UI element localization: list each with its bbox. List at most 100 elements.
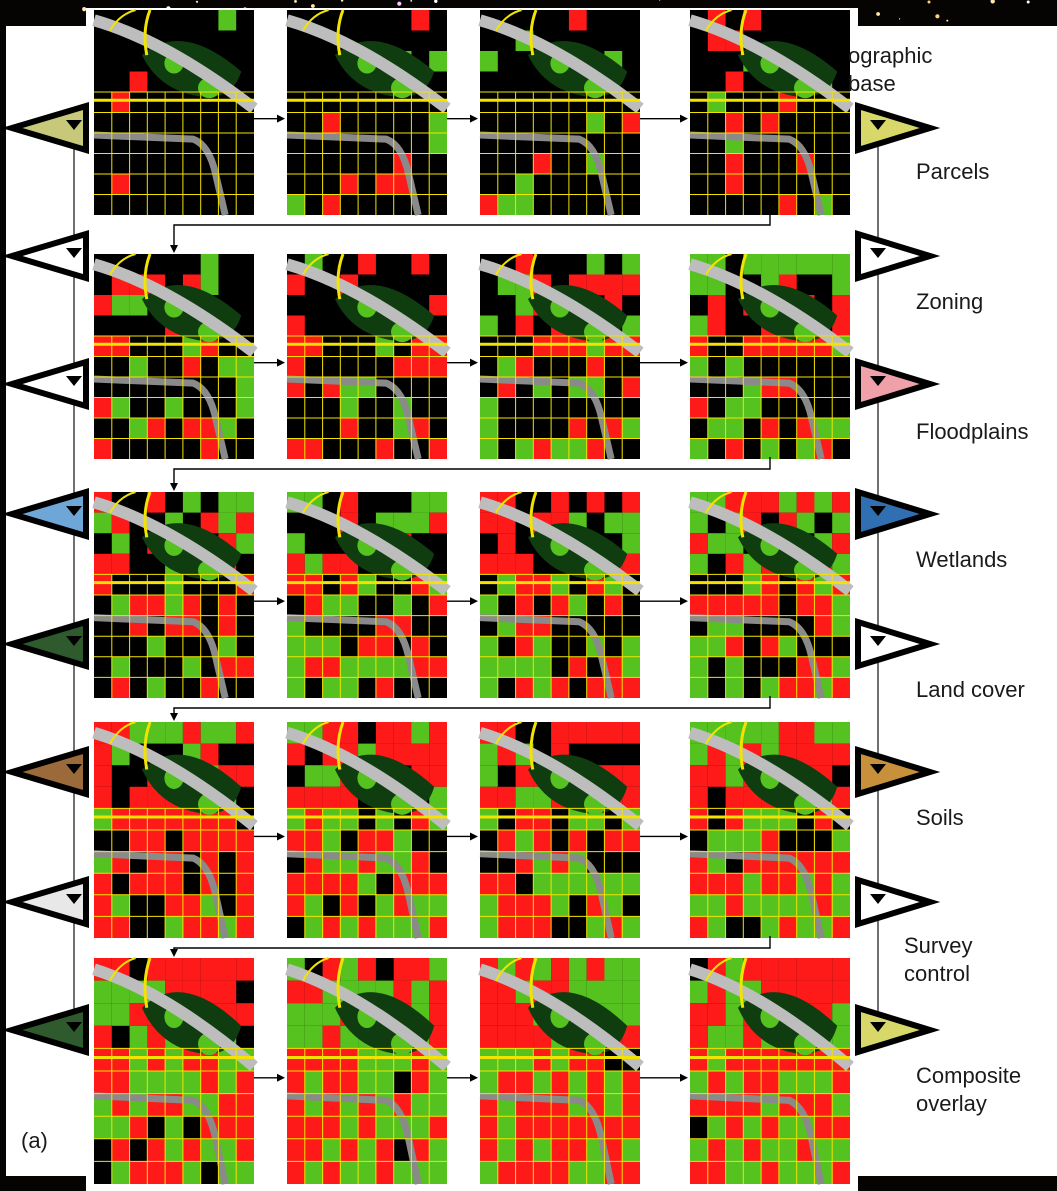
left-layer-plate (1, 617, 89, 671)
return-arrowhead (170, 713, 178, 721)
left-layer-plate (1, 487, 89, 541)
left-plate-arrow (66, 248, 82, 258)
flow-arrowhead (680, 832, 688, 841)
left-layer-plate (1, 1003, 89, 1057)
right-layer-plate (855, 487, 941, 541)
left-plate-arrow (66, 636, 82, 646)
return-arrow (173, 213, 771, 246)
label-zoning: Zoning (916, 289, 984, 314)
label-parcels: Parcels (916, 159, 990, 184)
flow-arrowhead (680, 114, 688, 123)
left-plate-arrow (66, 1022, 82, 1032)
map-tile (92, 721, 258, 939)
flow-arrowhead (277, 832, 285, 841)
map-tile (478, 9, 644, 216)
map-tile (92, 9, 258, 216)
right-plate-arrow (870, 248, 886, 258)
left-layer-plate (1, 745, 89, 799)
panel-letter: (a) (21, 1128, 48, 1153)
right-layer-plate (855, 875, 941, 929)
right-layer-plate (855, 1003, 941, 1057)
label-composite-overlay: Composite overlay (916, 1063, 1022, 1116)
star (294, 0, 297, 3)
flow-arrowhead (470, 114, 478, 123)
left-plate-arrow (66, 120, 82, 130)
flow-arrowhead (470, 597, 478, 606)
star (311, 4, 315, 8)
return-arrow (173, 936, 771, 950)
right-plate-arrow (870, 120, 886, 130)
map-tile (285, 491, 451, 699)
star (927, 0, 931, 4)
map-tile (285, 957, 451, 1185)
left-plate-arrow (66, 894, 82, 904)
star (82, 7, 87, 12)
return-arrow (173, 696, 771, 714)
map-tile (688, 491, 854, 699)
map-tile (478, 491, 644, 699)
flow-arrowhead (680, 1073, 688, 1082)
map-tile (688, 253, 854, 460)
label-wetlands: Wetlands (916, 547, 1008, 572)
left-layer-plate (1, 229, 89, 283)
map-tile (478, 721, 644, 939)
right-layer-plate (855, 101, 941, 155)
flow-arrowhead (470, 1073, 478, 1082)
flow-arrowhead (470, 832, 478, 841)
return-arrowhead (170, 949, 178, 957)
right-layer-plate (855, 617, 941, 671)
map-tile (92, 957, 258, 1185)
right-layer-plate (855, 357, 941, 411)
star (990, 0, 995, 4)
right-plate-arrow (870, 894, 886, 904)
right-plate-arrow (870, 1022, 886, 1032)
right-plate-arrow (870, 506, 886, 516)
label-topographic-base: ographic base (848, 43, 933, 96)
flow-arrowhead (680, 358, 688, 367)
map-tile (285, 253, 451, 460)
star (1026, 0, 1030, 4)
star (434, 0, 438, 3)
star (195, 0, 199, 3)
star (397, 1, 402, 6)
star (899, 18, 901, 20)
map-tile (92, 491, 258, 699)
flow-arrowhead (680, 597, 688, 606)
return-arrowhead (170, 483, 178, 491)
right-plate-arrow (870, 636, 886, 646)
left-layer-plate (1, 357, 89, 411)
label-land-cover: Land cover (916, 677, 1025, 702)
left-layer-plate (1, 875, 89, 929)
star (946, 19, 949, 22)
right-plate-arrow (870, 376, 886, 386)
right-layer-plate (855, 745, 941, 799)
label-soils: Soils (916, 805, 964, 830)
left-plate-arrow (66, 376, 82, 386)
label-floodplains: Floodplains (916, 419, 1029, 444)
star (935, 14, 940, 19)
return-arrow (173, 457, 771, 484)
map-tile (92, 253, 258, 460)
right-layer-plate (855, 229, 941, 283)
flow-arrowhead (277, 358, 285, 367)
star (340, 0, 344, 2)
flow-arrowhead (277, 1073, 285, 1082)
label-survey-control: Survey control (904, 933, 973, 986)
left-plate-arrow (66, 764, 82, 774)
map-tile (285, 9, 451, 216)
star (876, 12, 880, 16)
star (410, 0, 413, 2)
map-tile (478, 253, 644, 460)
return-arrowhead (170, 245, 178, 253)
left-plate-arrow (66, 506, 82, 516)
right-plate-arrow (870, 764, 886, 774)
flow-arrowhead (470, 358, 478, 367)
flow-arrowhead (277, 597, 285, 606)
map-tile (688, 957, 854, 1185)
left-layer-plate (1, 101, 89, 155)
map-tile (285, 721, 451, 939)
map-tile (478, 957, 644, 1185)
flow-arrowhead (277, 114, 285, 123)
star (658, 0, 661, 1)
